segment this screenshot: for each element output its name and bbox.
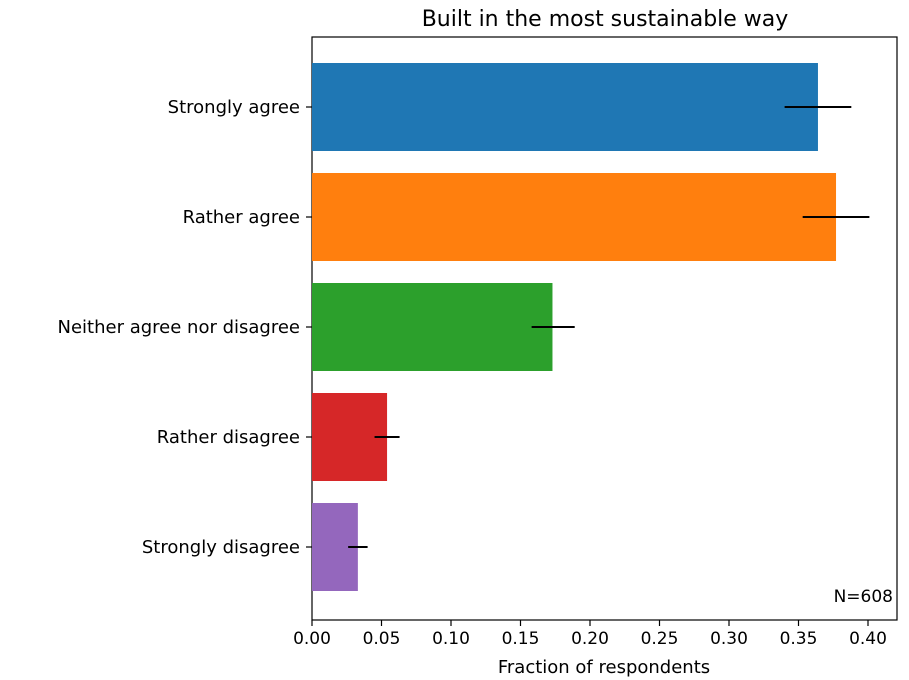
- bars-group: [312, 63, 837, 591]
- category-label-strongly-agree: Strongly agree: [168, 97, 300, 118]
- x-tick-label: 0.35: [780, 629, 818, 649]
- x-tick-label: 0.25: [641, 629, 679, 649]
- category-label-rather-agree: Rather agree: [183, 207, 300, 228]
- x-tick-label: 0.00: [293, 629, 331, 649]
- chart-title: Built in the most sustainable way: [422, 7, 789, 32]
- category-label-neither-agree-nor-disagree: Neither agree nor disagree: [58, 317, 301, 338]
- category-label-rather-disagree: Rather disagree: [157, 427, 300, 448]
- x-tick-label: 0.15: [502, 629, 540, 649]
- sample-size-annotation: N=608: [834, 587, 893, 607]
- category-labels-group: Strongly agree Rather agree Neither agree …: [58, 97, 312, 558]
- x-axis-label: Fraction of respondents: [498, 657, 710, 678]
- category-label-strongly-disagree: Strongly disagree: [142, 537, 300, 558]
- x-tick-label: 0.30: [710, 629, 748, 649]
- x-tick-label: 0.05: [363, 629, 401, 649]
- x-tick-label: 0.20: [571, 629, 609, 649]
- bar-strongly-agree: [312, 63, 818, 151]
- error-bars-group: [348, 106, 870, 548]
- bar-neither-agree-nor-disagree: [312, 283, 553, 371]
- x-tick-label: 0.10: [432, 629, 470, 649]
- bar-rather-agree: [312, 173, 837, 261]
- x-tick-label: 0.40: [849, 629, 887, 649]
- x-ticks-group: 0.00 0.05 0.10 0.15 0.20 0.25 0.30 0.35 0.40: [293, 620, 887, 649]
